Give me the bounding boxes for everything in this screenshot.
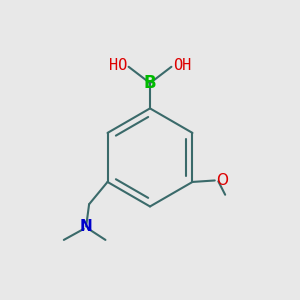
Text: OH: OH [173,58,191,74]
Text: N: N [80,219,92,234]
Text: HO: HO [109,58,127,74]
Text: B: B [144,74,156,92]
Text: O: O [216,173,228,188]
